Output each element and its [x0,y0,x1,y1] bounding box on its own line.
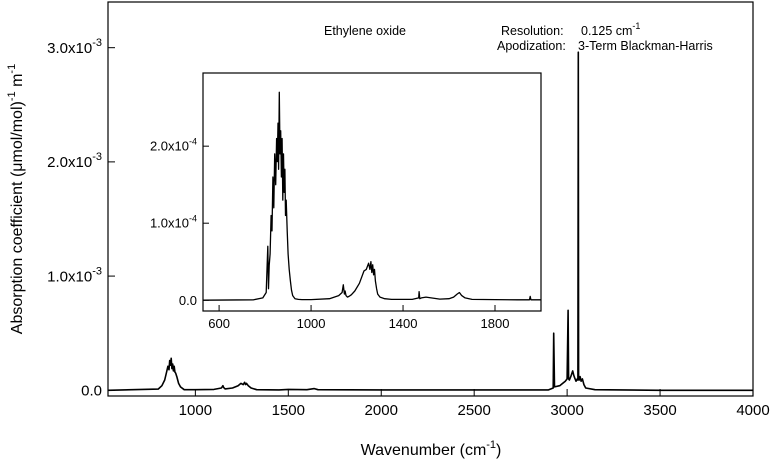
main-y-tick-label: 0.0 [81,383,102,400]
resolution-value: 0.125 cm [581,24,632,38]
main-spectrum-line [107,51,753,392]
apodization-label: Apodization: [497,39,566,53]
apodization-annotation: Apodization: 3-Term Blackman-Harris [497,39,713,53]
inset-y-tick-label: 2.0x10-4 [150,137,197,154]
main-y-tick-label: 2.0x10-3 [47,151,102,171]
y-axis-title-exponent-1: -1 [6,91,18,101]
apodization-value: 3-Term Blackman-Harris [578,39,713,53]
resolution-label: Resolution: [501,24,564,38]
inset-y-tick-label: 0.0 [179,293,197,308]
y-axis-title: Absorption coefficient (μmol/mol)-1 m-1 [6,64,26,334]
inset-x-tick-label: 1400 [389,316,418,331]
x-axis-title-exponent: -1 [486,439,496,451]
main-x-tick-label: 3000 [550,402,583,419]
main-x-tick-label: 1500 [272,402,305,419]
main-y-tick-label: 1.0x10-3 [47,265,102,285]
main-x-tick-label: 3500 [643,402,676,419]
main-y-tick-label: 3.0x10-3 [47,37,102,57]
main-x-tick-label: 1000 [179,402,212,419]
inset-x-tick-label: 600 [208,316,230,331]
main-x-tick-label: 2500 [457,402,490,419]
main-axis-ticks: 1000 1500 2000 2500 3000 3500 4000 0.0 1.0x10-3 2… [47,37,770,419]
inset-x-tick-label: 1800 [481,316,510,331]
main-x-tick-label: 4000 [736,402,769,419]
inset-y-tick-label: 1.0x10-4 [150,214,197,231]
main-plot-frame [107,1,754,397]
inset-axis-ticks: 600 1000 1400 1800 0.0 1.0x10-4 2.0x10-4 [150,137,510,331]
resolution-annotation: Resolution: 0.125 cm-1 [501,21,640,38]
resolution-exponent: -1 [632,21,640,31]
main-x-tick-label: 2000 [365,402,398,419]
inset-plot-frame [202,72,542,312]
inset-spectrum-line [202,91,541,301]
x-axis-title: Wavenumber (cm-1) [361,439,502,459]
species-label: Ethylene oxide [324,24,406,38]
y-axis-title-exponent-2: -1 [6,64,18,74]
inset-x-tick-label: 1000 [297,316,326,331]
